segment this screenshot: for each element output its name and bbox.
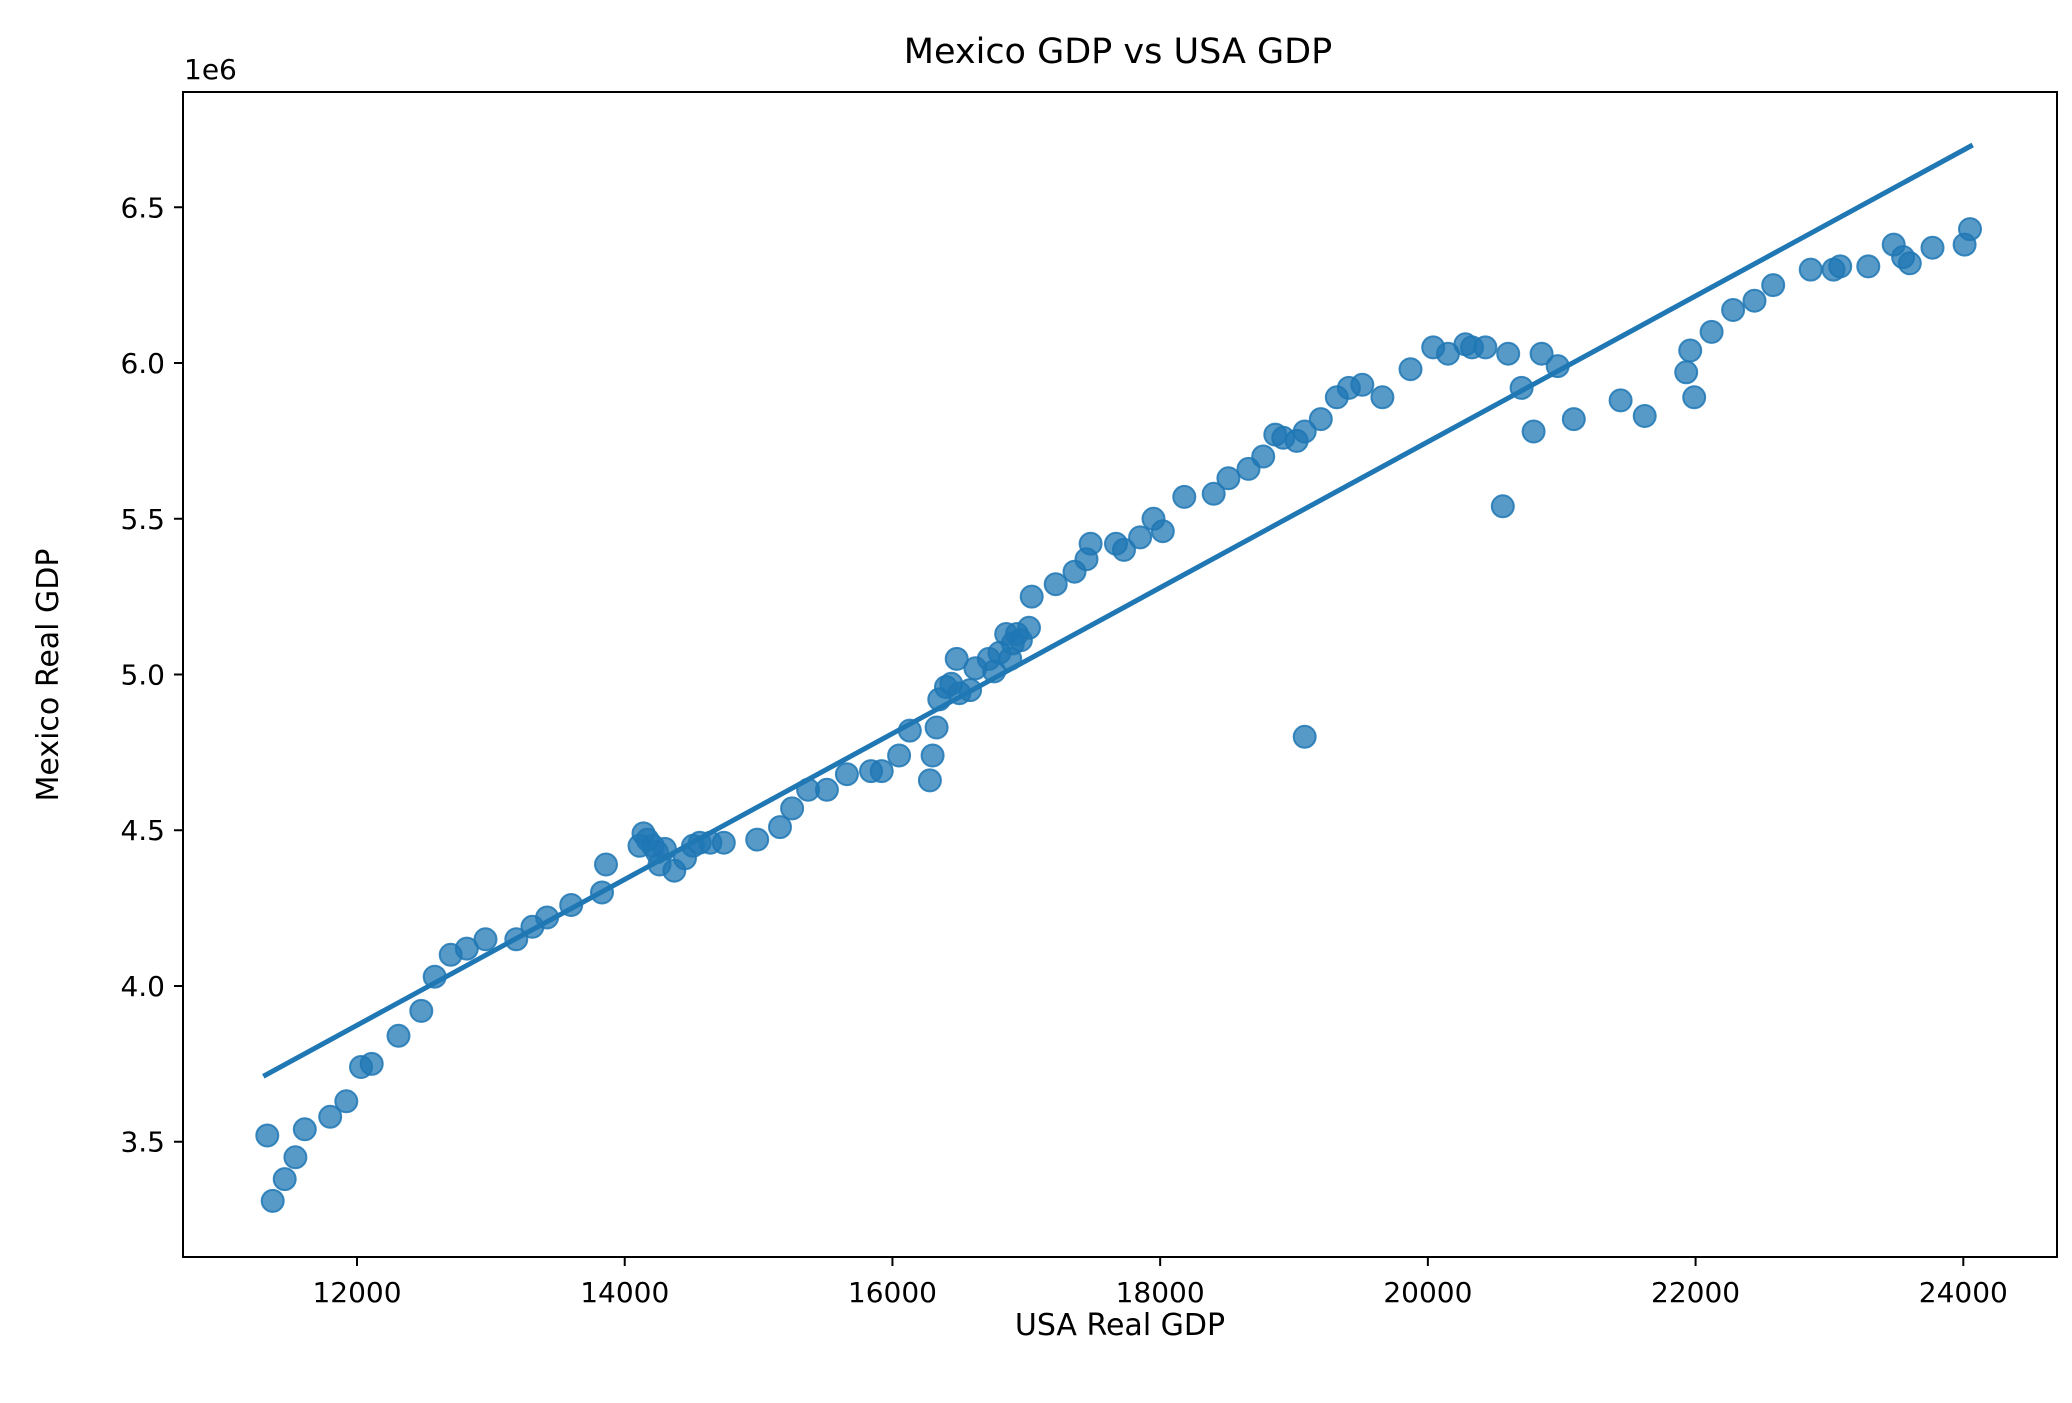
scatter-point bbox=[1856, 254, 1881, 279]
scatter-point bbox=[318, 1104, 343, 1129]
scatter-point bbox=[409, 998, 434, 1023]
scatter-point bbox=[1292, 724, 1317, 749]
scatter-point bbox=[1251, 444, 1276, 469]
scatter-point bbox=[1308, 407, 1333, 432]
y-tick-label: 3.5 bbox=[120, 1126, 165, 1159]
scatter-point bbox=[1529, 341, 1554, 366]
scatter-point bbox=[1682, 385, 1707, 410]
scatter-point bbox=[473, 927, 498, 952]
scatter-point bbox=[594, 852, 618, 877]
scatter-point bbox=[1699, 319, 1724, 344]
scatter-point bbox=[386, 1023, 411, 1048]
scatter-point bbox=[1561, 407, 1586, 432]
scatter-point bbox=[1608, 388, 1633, 413]
x-tick-label: 20000 bbox=[1383, 1276, 1472, 1309]
scatter-point bbox=[1043, 572, 1068, 597]
y-axis: 3.5 4.0 4.5 5.0 5.5 6.0 6.5 bbox=[120, 191, 183, 1159]
x-tick-label: 16000 bbox=[848, 1276, 937, 1309]
x-axis-label: USA Real GDP bbox=[1015, 1308, 1225, 1343]
scatter-point bbox=[1761, 273, 1786, 298]
y-axis-label: Mexico Real GDP bbox=[31, 549, 66, 802]
scatter-point bbox=[887, 743, 912, 768]
x-tick-label: 12000 bbox=[312, 1276, 401, 1309]
scatter-point bbox=[1521, 419, 1546, 444]
scatter-point bbox=[1632, 404, 1657, 428]
y-tick-label: 5.5 bbox=[120, 503, 165, 536]
scatter-point bbox=[1828, 254, 1853, 279]
x-tick-label: 18000 bbox=[1116, 1276, 1205, 1309]
scatter-point bbox=[1017, 615, 1041, 640]
scatter-point bbox=[1490, 494, 1515, 519]
scatter-point bbox=[1112, 537, 1136, 562]
scatter-point bbox=[334, 1089, 359, 1114]
scatter-point bbox=[1019, 584, 1044, 609]
scatter-point bbox=[359, 1051, 384, 1076]
scatter-point bbox=[1496, 341, 1521, 366]
scatter-point bbox=[1742, 288, 1767, 313]
scatter-point bbox=[292, 1117, 317, 1142]
scatter-point bbox=[283, 1145, 308, 1170]
scatter-point bbox=[1150, 519, 1175, 544]
x-tick-label: 22000 bbox=[1651, 1276, 1740, 1309]
scatter-point bbox=[454, 936, 479, 961]
scatter-point bbox=[1958, 217, 1982, 242]
scatter-point bbox=[1897, 251, 1922, 276]
scatter-point bbox=[780, 796, 805, 821]
scatter-point bbox=[834, 762, 859, 787]
y-tick-label: 5.0 bbox=[120, 659, 165, 692]
scatter-point bbox=[1201, 481, 1226, 506]
y-tick-label: 6.0 bbox=[120, 347, 165, 380]
scatter-point bbox=[745, 827, 770, 852]
scatter-point bbox=[869, 759, 894, 784]
scatter-point bbox=[1216, 466, 1241, 491]
scatter-point bbox=[1678, 338, 1703, 363]
scatter-point bbox=[917, 768, 942, 793]
scatter-point bbox=[272, 1167, 297, 1192]
scatter-point bbox=[814, 777, 839, 802]
scatter-point bbox=[1920, 235, 1945, 260]
y-tick-label: 4.5 bbox=[120, 814, 165, 847]
scatter-point bbox=[1078, 531, 1103, 556]
scatter-point bbox=[768, 815, 792, 840]
x-axis: 12000 14000 16000 18000 20000 22000 24000 bbox=[312, 1257, 2008, 1309]
scatter-point bbox=[1721, 298, 1746, 322]
scatter-point bbox=[1674, 360, 1699, 385]
chart-title: Mexico GDP vs USA GDP bbox=[904, 32, 1332, 72]
scatter-point bbox=[944, 646, 969, 671]
scatter-point bbox=[920, 743, 945, 768]
scatter-point bbox=[1172, 484, 1197, 509]
x-tick-label: 24000 bbox=[1919, 1276, 2008, 1309]
fit-line bbox=[262, 142, 1974, 1079]
y-tick-label: 6.5 bbox=[120, 191, 165, 224]
y-offset-label: 1e6 bbox=[184, 53, 237, 86]
plot-area bbox=[255, 142, 1982, 1213]
scatter-point bbox=[260, 1188, 285, 1213]
scatter-point bbox=[255, 1123, 280, 1148]
y-tick-label: 4.0 bbox=[120, 970, 165, 1003]
scatter-point bbox=[1798, 257, 1823, 282]
scatter-point bbox=[1370, 385, 1395, 410]
scatter-point bbox=[1350, 372, 1375, 397]
scatter-point bbox=[1128, 525, 1153, 550]
scatter-point bbox=[711, 830, 736, 855]
scatter-point bbox=[1398, 357, 1423, 382]
x-tick-label: 14000 bbox=[580, 1276, 669, 1309]
scatter-point bbox=[1473, 335, 1498, 360]
scatter-point bbox=[1292, 419, 1317, 444]
scatter-point bbox=[924, 715, 949, 740]
